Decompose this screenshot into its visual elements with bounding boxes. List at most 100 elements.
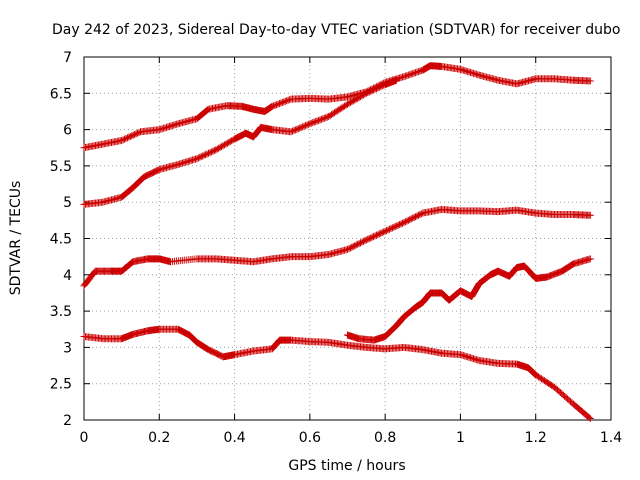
data-point [309, 119, 317, 127]
x-tick-label: 0.4 [223, 430, 245, 446]
data-point [412, 213, 420, 221]
data-point [346, 244, 354, 252]
data-point [414, 68, 422, 76]
data-point [586, 255, 594, 263]
data-point [352, 95, 360, 103]
data-point [129, 131, 137, 139]
data-point [304, 120, 312, 128]
data-point [275, 100, 283, 108]
data-point [385, 225, 393, 233]
series-satellite-b [80, 76, 400, 208]
series-layer [80, 62, 594, 423]
data-point [355, 240, 363, 248]
data-point [375, 230, 383, 238]
data-point [297, 123, 305, 131]
data-point [362, 89, 370, 97]
data-point [294, 125, 302, 133]
data-point [407, 215, 415, 223]
data-point [404, 216, 412, 224]
data-point [202, 107, 210, 115]
x-tick-label: 1.2 [525, 430, 547, 446]
data-point [197, 153, 205, 161]
data-point [283, 97, 291, 105]
x-tick-label: 0.8 [374, 430, 396, 446]
data-point [288, 127, 296, 135]
y-tick-label: 4.5 [50, 232, 72, 248]
data-point [397, 220, 405, 228]
data-point [416, 67, 424, 75]
y-tick-label: 2 [63, 413, 72, 429]
data-point [586, 415, 594, 423]
data-point [406, 216, 414, 224]
data-point [371, 232, 379, 240]
x-tick-label: 1 [456, 430, 465, 446]
data-point [278, 98, 286, 106]
data-point [364, 89, 372, 97]
data-point [585, 413, 593, 421]
data-point [207, 148, 215, 156]
data-point [132, 130, 140, 138]
data-point [303, 121, 311, 129]
data-point [225, 138, 233, 146]
data-point [284, 96, 292, 104]
y-tick-label: 5.5 [50, 159, 72, 175]
data-point [212, 146, 220, 154]
data-point [193, 155, 201, 163]
data-point [368, 87, 376, 95]
data-point [370, 86, 378, 94]
data-point [370, 233, 378, 241]
data-point [357, 239, 365, 247]
data-point [354, 94, 362, 102]
data-point [400, 73, 408, 81]
data-point [226, 138, 234, 146]
data-point [194, 154, 202, 162]
data-point [342, 101, 350, 109]
data-point [199, 152, 207, 160]
y-tick-label: 6.5 [50, 86, 72, 102]
data-point [323, 113, 331, 121]
data-point [377, 83, 385, 91]
data-point [220, 141, 228, 149]
data-point [126, 132, 134, 140]
data-point [409, 70, 417, 78]
data-point [412, 69, 420, 77]
y-tick-label: 3.5 [50, 304, 72, 320]
data-point [287, 128, 295, 136]
data-point [277, 99, 285, 107]
data-point [351, 242, 359, 250]
y-axis-label: SDTVAR / TECUs [8, 181, 24, 296]
data-point [307, 119, 315, 127]
data-point [349, 242, 357, 250]
x-tick-label: 0.2 [148, 430, 170, 446]
data-point [274, 100, 282, 108]
data-point [401, 218, 409, 226]
data-point [125, 133, 133, 141]
data-point [291, 126, 299, 134]
x-axis-label: GPS time / hours [288, 458, 405, 474]
data-point [290, 127, 298, 135]
data-point [306, 120, 314, 128]
data-point [123, 134, 131, 142]
x-tick-label: 1.4 [600, 430, 622, 446]
data-point [222, 140, 230, 148]
data-point [586, 211, 594, 219]
data-point [216, 143, 224, 151]
data-point [268, 102, 276, 110]
data-point [393, 222, 401, 230]
data-point [568, 261, 576, 269]
data-point [280, 98, 288, 106]
grid-layer [84, 57, 611, 420]
data-point [273, 101, 281, 109]
data-point [365, 235, 373, 243]
series-satellite-a [80, 62, 594, 152]
data-point [348, 243, 356, 251]
data-point [400, 219, 408, 227]
data-point [223, 139, 231, 147]
data-point [302, 122, 310, 130]
data-point [364, 235, 372, 243]
data-point [293, 125, 301, 133]
data-point [380, 228, 388, 236]
data-point [361, 237, 369, 245]
data-point [317, 115, 325, 123]
